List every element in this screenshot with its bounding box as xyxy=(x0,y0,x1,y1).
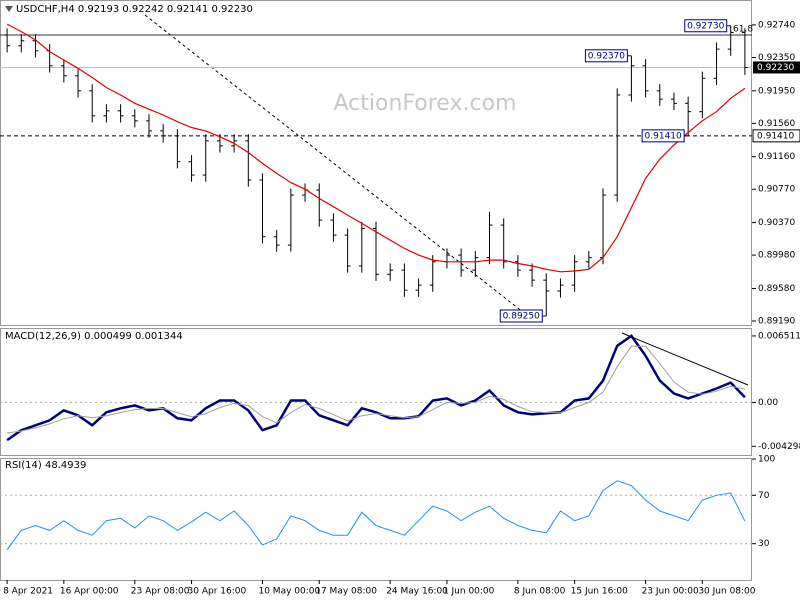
moving-average xyxy=(6,23,746,273)
annotation-label: 0.92730 xyxy=(687,21,724,31)
x-tick-label: 17 May 08:00 xyxy=(315,587,377,597)
title-icon xyxy=(5,6,13,12)
x-tick-label: 23 Apr 08:00 xyxy=(131,587,190,597)
indicator-line xyxy=(6,480,746,551)
annotation-box xyxy=(684,19,728,33)
x-tick-label: 15 Jun 16:00 xyxy=(571,587,628,597)
support-label-box xyxy=(752,129,800,143)
watermark: ActionForex.com xyxy=(334,91,517,116)
y-tick-label: 0.89980 xyxy=(758,251,795,261)
rsi-panel xyxy=(0,458,752,581)
y-tick-label: 100 xyxy=(758,455,775,465)
y-tick-label: 0.006511 xyxy=(758,331,800,341)
x-tick-label: 10 May 00:00 xyxy=(258,587,320,597)
y-tick-label: 0.90770 xyxy=(758,185,795,195)
annotation-box xyxy=(499,309,543,323)
macd-title: MACD(12,26,9) 0.000499 0.001344 xyxy=(5,331,183,342)
x-tick-label: 30 Apr 16:00 xyxy=(188,587,247,597)
x-tick-label: 23 Jun 00:00 xyxy=(642,587,699,597)
x-tick-label: 16 Apr 00:00 xyxy=(60,587,119,597)
chart-title: USDCHF,H4 0.92193 0.92242 0.92141 0.9223… xyxy=(16,4,253,15)
y-tick-label: 70 xyxy=(758,491,770,501)
macd-trendline xyxy=(621,332,749,386)
x-tick-label: 30 Jun 08:00 xyxy=(698,587,755,597)
x-tick-label: 8 Jun 08:00 xyxy=(514,587,566,597)
y-tick-label: 0.91560 xyxy=(758,119,795,129)
last-price-box xyxy=(753,61,800,74)
x-tick-label: 8 Apr 2021 xyxy=(3,587,53,597)
y-tick-label: 0.91160 xyxy=(758,152,795,162)
last-price-label: 0.92230 xyxy=(757,63,794,73)
annotation-label: 0.91410 xyxy=(645,131,682,141)
annotation-box xyxy=(584,49,628,63)
price-panel xyxy=(0,0,752,326)
y-tick-label: -0.004298 xyxy=(758,442,800,452)
x-tick-label: 24 May 16:00 xyxy=(386,587,448,597)
y-tick-label: 0.91950 xyxy=(758,86,795,96)
indicator-line xyxy=(7,345,746,434)
fib-label: 61.8 xyxy=(733,25,753,35)
annotation-label: 0.89250 xyxy=(503,311,540,321)
macd-panel xyxy=(0,328,752,456)
y-tick-label: 0.92350 xyxy=(758,53,795,63)
y-tick-label: 0.00 xyxy=(758,398,778,408)
y-tick-label: 30 xyxy=(758,539,770,549)
y-tick-label: 0.89580 xyxy=(758,284,795,294)
rsi-title: RSI(14) 48.4939 xyxy=(5,460,86,471)
annotation-box xyxy=(641,129,685,143)
indicator-line xyxy=(6,334,746,442)
annotation-label: 0.92370 xyxy=(588,51,625,61)
y-tick-label: 0.92740 xyxy=(758,20,795,30)
y-tick-label: 0.90370 xyxy=(758,218,795,228)
support-label: 0.91410 xyxy=(757,131,794,141)
y-tick-label: 0.89190 xyxy=(758,316,795,326)
x-tick-label: 1 Jun 00:00 xyxy=(443,587,495,597)
